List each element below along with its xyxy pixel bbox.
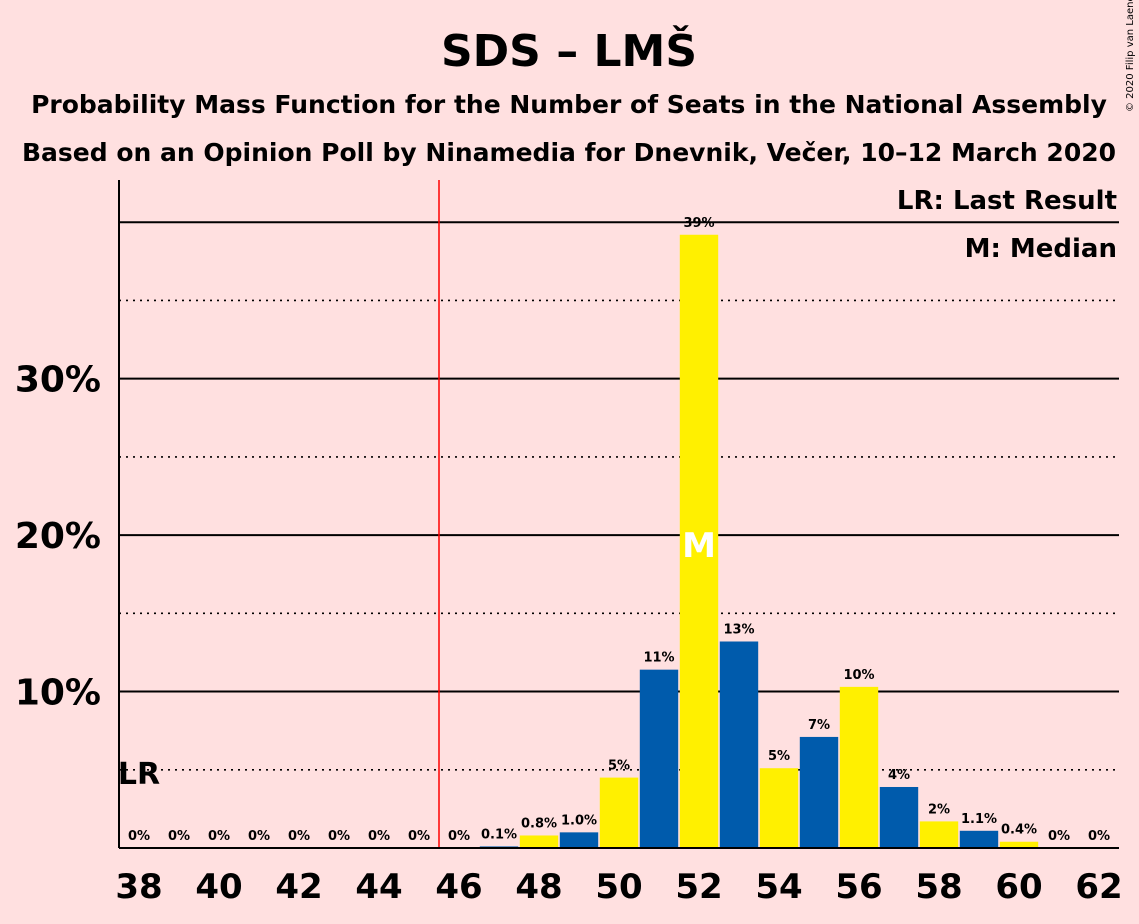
bar-seat-55 [799, 736, 839, 848]
y-tick-label: 30% [15, 360, 101, 401]
data-label-seat-60: 0.4% [1001, 823, 1037, 838]
bar-seat-56 [839, 686, 879, 848]
data-label-seat-47: 0.1% [481, 827, 517, 842]
data-label-seat-39: 0% [168, 829, 190, 844]
data-label-seat-52: 39% [683, 216, 714, 231]
bar-seat-48 [519, 835, 559, 848]
data-label-seat-62: 0% [1088, 829, 1110, 844]
bar-seat-49 [559, 832, 599, 848]
data-label-seat-61: 0% [1048, 829, 1070, 844]
data-label-seat-51: 11% [643, 651, 674, 666]
axes: 10% 20% 30% 38 40 42 44 46 48 50 52 54 56 58 60 62 LR [15, 180, 1123, 907]
bars [479, 234, 1039, 849]
median-marker: M [682, 526, 716, 566]
data-label-seat-53: 13% [723, 622, 754, 637]
bar-seat-52 [679, 234, 719, 849]
data-label-seat-46: 0% [448, 829, 470, 844]
bar-seat-60 [999, 841, 1039, 848]
bar-seat-54 [759, 768, 799, 848]
x-tick-label: 52 [675, 867, 722, 907]
x-tick-label: 48 [515, 867, 562, 907]
data-label-seat-57: 4% [888, 768, 910, 783]
x-tick-label: 62 [1075, 867, 1122, 907]
data-label-seat-44: 0% [368, 829, 390, 844]
legend-median: M: Median [965, 234, 1117, 264]
copyright-note: © 2020 Filip van Laenen [1125, 0, 1136, 112]
data-label-seat-55: 7% [808, 718, 830, 733]
data-label-seat-49: 1.0% [561, 813, 597, 828]
bar-seat-50 [599, 777, 639, 848]
x-tick-label: 54 [755, 867, 802, 907]
data-label-seat-56: 10% [843, 668, 874, 683]
data-label-seat-41: 0% [248, 829, 270, 844]
bar-seat-59 [959, 830, 999, 848]
bar-seat-53 [719, 641, 759, 848]
x-tick-label: 58 [915, 867, 962, 907]
data-label-seat-42: 0% [288, 829, 310, 844]
x-tick-label: 56 [835, 867, 882, 907]
grid-lines [119, 221, 1119, 771]
chart-subtitle-poll: Based on an Opinion Poll by Ninamedia fo… [22, 138, 1116, 167]
x-tick-label: 40 [195, 867, 242, 907]
x-tick-label: 42 [275, 867, 322, 907]
data-label-seat-43: 0% [328, 829, 350, 844]
chart-subtitle: Probability Mass Function for the Number… [31, 90, 1107, 119]
x-tick-label: 50 [595, 867, 642, 907]
chart-title: SDS – LMŠ [441, 24, 697, 77]
y-tick-label: 10% [15, 673, 101, 714]
data-label-seat-40: 0% [208, 829, 230, 844]
bar-seat-51 [639, 669, 679, 848]
data-label-seat-38: 0% [128, 829, 150, 844]
x-tick-label: 46 [435, 867, 482, 907]
legend-last-result: LR: Last Result [897, 186, 1117, 216]
data-label-seat-50: 5% [608, 759, 630, 774]
bar-seat-57 [879, 786, 919, 848]
x-tick-label: 44 [355, 867, 402, 907]
last-result-marker: LR [118, 757, 160, 792]
data-label-seat-59: 1.1% [961, 812, 997, 827]
y-tick-label: 20% [15, 516, 101, 557]
bar-seat-58 [919, 821, 959, 848]
data-label-seat-58: 2% [928, 802, 950, 817]
data-label-seat-48: 0.8% [521, 816, 557, 831]
data-label-seat-54: 5% [768, 749, 790, 764]
data-label-seat-45: 0% [408, 829, 430, 844]
x-tick-label: 60 [995, 867, 1042, 907]
data-labels: 0% 0% 0% 0% 0% 0% 0% 0% 0% 0.1% 0.8% 1.0% 5% 11% 39% M 1… [128, 216, 1110, 844]
x-tick-label: 38 [115, 867, 162, 907]
